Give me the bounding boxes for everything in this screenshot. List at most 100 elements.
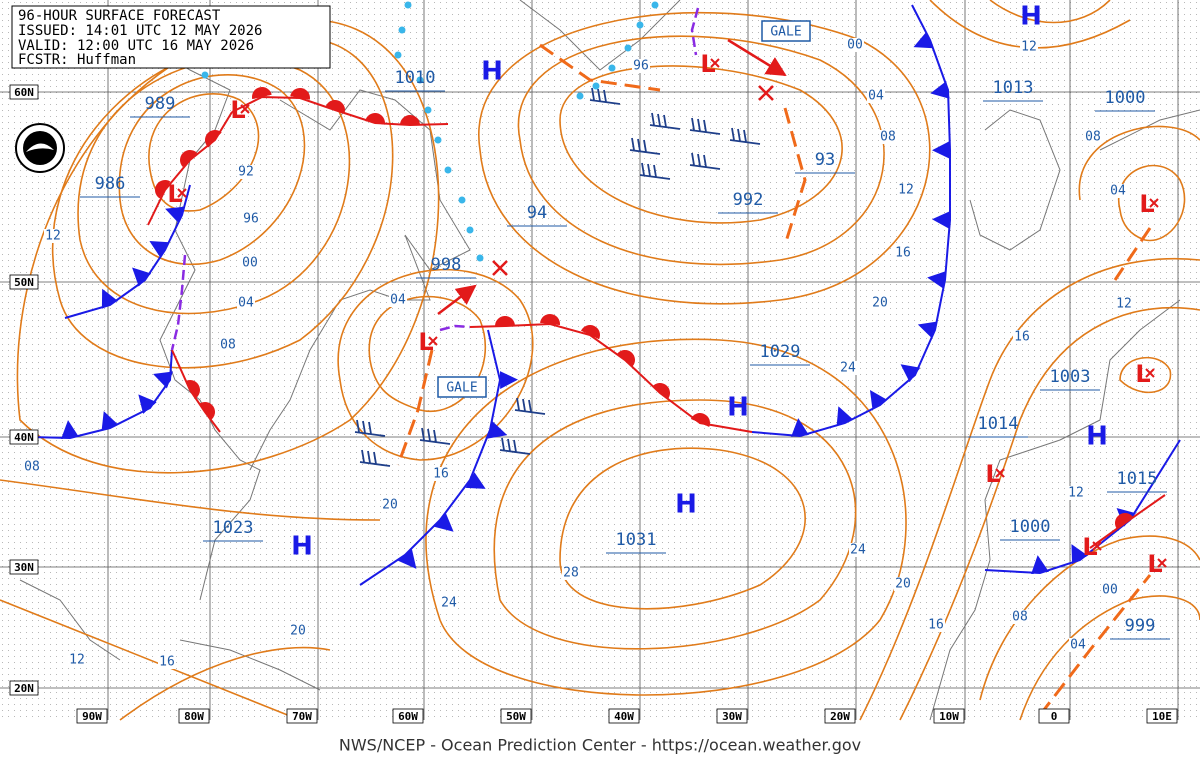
isobar-label: 20 [872,296,888,311]
low-center-mark [995,468,1005,478]
pressure-value: 1031 [616,530,657,550]
gale-label: GALE [770,25,801,40]
occluded-front [439,324,471,332]
isobar-label-bg [1109,184,1127,198]
isobar-label-bg [867,89,885,103]
isobar-label: 04 [868,89,884,104]
cold-front [64,184,191,319]
low-center-mark [1145,368,1155,378]
isobar-label: 20 [290,624,306,639]
longitude-label: 40W [614,710,634,723]
ice-edge-dot [394,51,402,59]
pressure-value: 992 [733,190,764,210]
low-center-mark [428,336,438,346]
isobar-label: 96 [243,212,259,227]
ice-edge-dot [424,106,432,114]
isobar-label-bg [242,212,260,226]
latitude-label-box [9,84,39,100]
longitude-label: 0 [1051,710,1058,723]
warm-front [469,314,753,433]
wind-barb [419,427,451,445]
longitude-label: 70W [292,710,312,723]
isobar-label: 00 [242,256,258,271]
latitude-label: 60N [14,86,34,99]
low-center-mark [1092,541,1102,551]
longitude-label-box [1038,708,1070,724]
gale-box [437,376,487,398]
warm-front [1089,494,1166,549]
isobar [559,447,806,610]
isobar-label: 08 [24,460,40,475]
isobar-label-bg [894,577,912,591]
ice-edge-dot [434,136,442,144]
isobar-label-bg [237,165,255,179]
isobar-label-bg [44,229,62,243]
isobar-label-bg [68,653,86,667]
isobar-label-bg [23,460,41,474]
ice-edge-dot [444,166,452,174]
ice-edge-dot [651,1,659,9]
pressure-value: 1014 [978,414,1019,434]
longitude-label-box [178,708,210,724]
ice-edge-dot [466,226,474,234]
ice-edge-dot [624,44,632,52]
low-center-mark [240,104,250,114]
pressure-value: 1010 [395,68,436,88]
isobar-label-bg [241,256,259,270]
wind-barb [629,137,661,155]
low-center: L [1135,360,1150,388]
low-center-mark [1157,558,1167,568]
ice-edge-dot [576,92,584,100]
isobar-label-bg [1011,610,1029,624]
isobar-label: 12 [1068,486,1084,501]
low-center-mark [177,188,187,198]
isobar-label-bg [632,59,650,73]
latitude-label: 30N [14,561,34,574]
isobar-label-bg [237,296,255,310]
isobar-label-bg [927,618,945,632]
wind-barb [354,419,386,437]
isobar [493,399,857,650]
isobar-label-bg [839,361,857,375]
low-center: L [1147,550,1162,578]
pressure-value: 93 [815,150,835,170]
isobar-label-bg [1067,486,1085,500]
noaa-logo [15,123,65,173]
header-box: 96-HOUR SURFACE FORECAST ISSUED: 14:01 U… [11,5,331,69]
pressure-value: 1029 [760,342,801,362]
coastline [179,639,321,691]
trough [1038,574,1152,716]
isobar [859,258,1200,721]
longitude-label-box [286,708,318,724]
pressure-value: 989 [145,94,176,114]
longitude-label: 90W [82,710,102,723]
isobar-label-bg [389,293,407,307]
wind-barb [359,449,391,467]
pressure-value: 1015 [1117,469,1158,489]
isobar-label: 16 [433,467,449,482]
latitude-label-box [9,680,39,696]
trough [539,43,661,92]
pressure-value: 998 [431,255,462,275]
high-center: H [291,532,313,562]
low-center-mark [1149,198,1159,208]
isobar-label: 16 [1014,330,1030,345]
isobar-label: 08 [220,338,236,353]
isobar-label: 24 [840,361,856,376]
high-center: H [481,57,503,87]
pressure-value: 999 [1125,616,1156,636]
pressure-value: 1000 [1010,517,1051,537]
isobar [1078,125,1200,201]
isobar-label-bg [432,467,450,481]
latitude-label: 50N [14,276,34,289]
wind-barb [689,117,721,135]
longitude-label: 80W [184,710,204,723]
latitude-label-box [9,429,39,445]
header-line: FCSTR: Huffman [18,52,136,68]
gale-box [761,20,811,42]
isobar-label: 12 [898,183,914,198]
storm-position [492,260,508,276]
isobar-label-bg [1069,638,1087,652]
